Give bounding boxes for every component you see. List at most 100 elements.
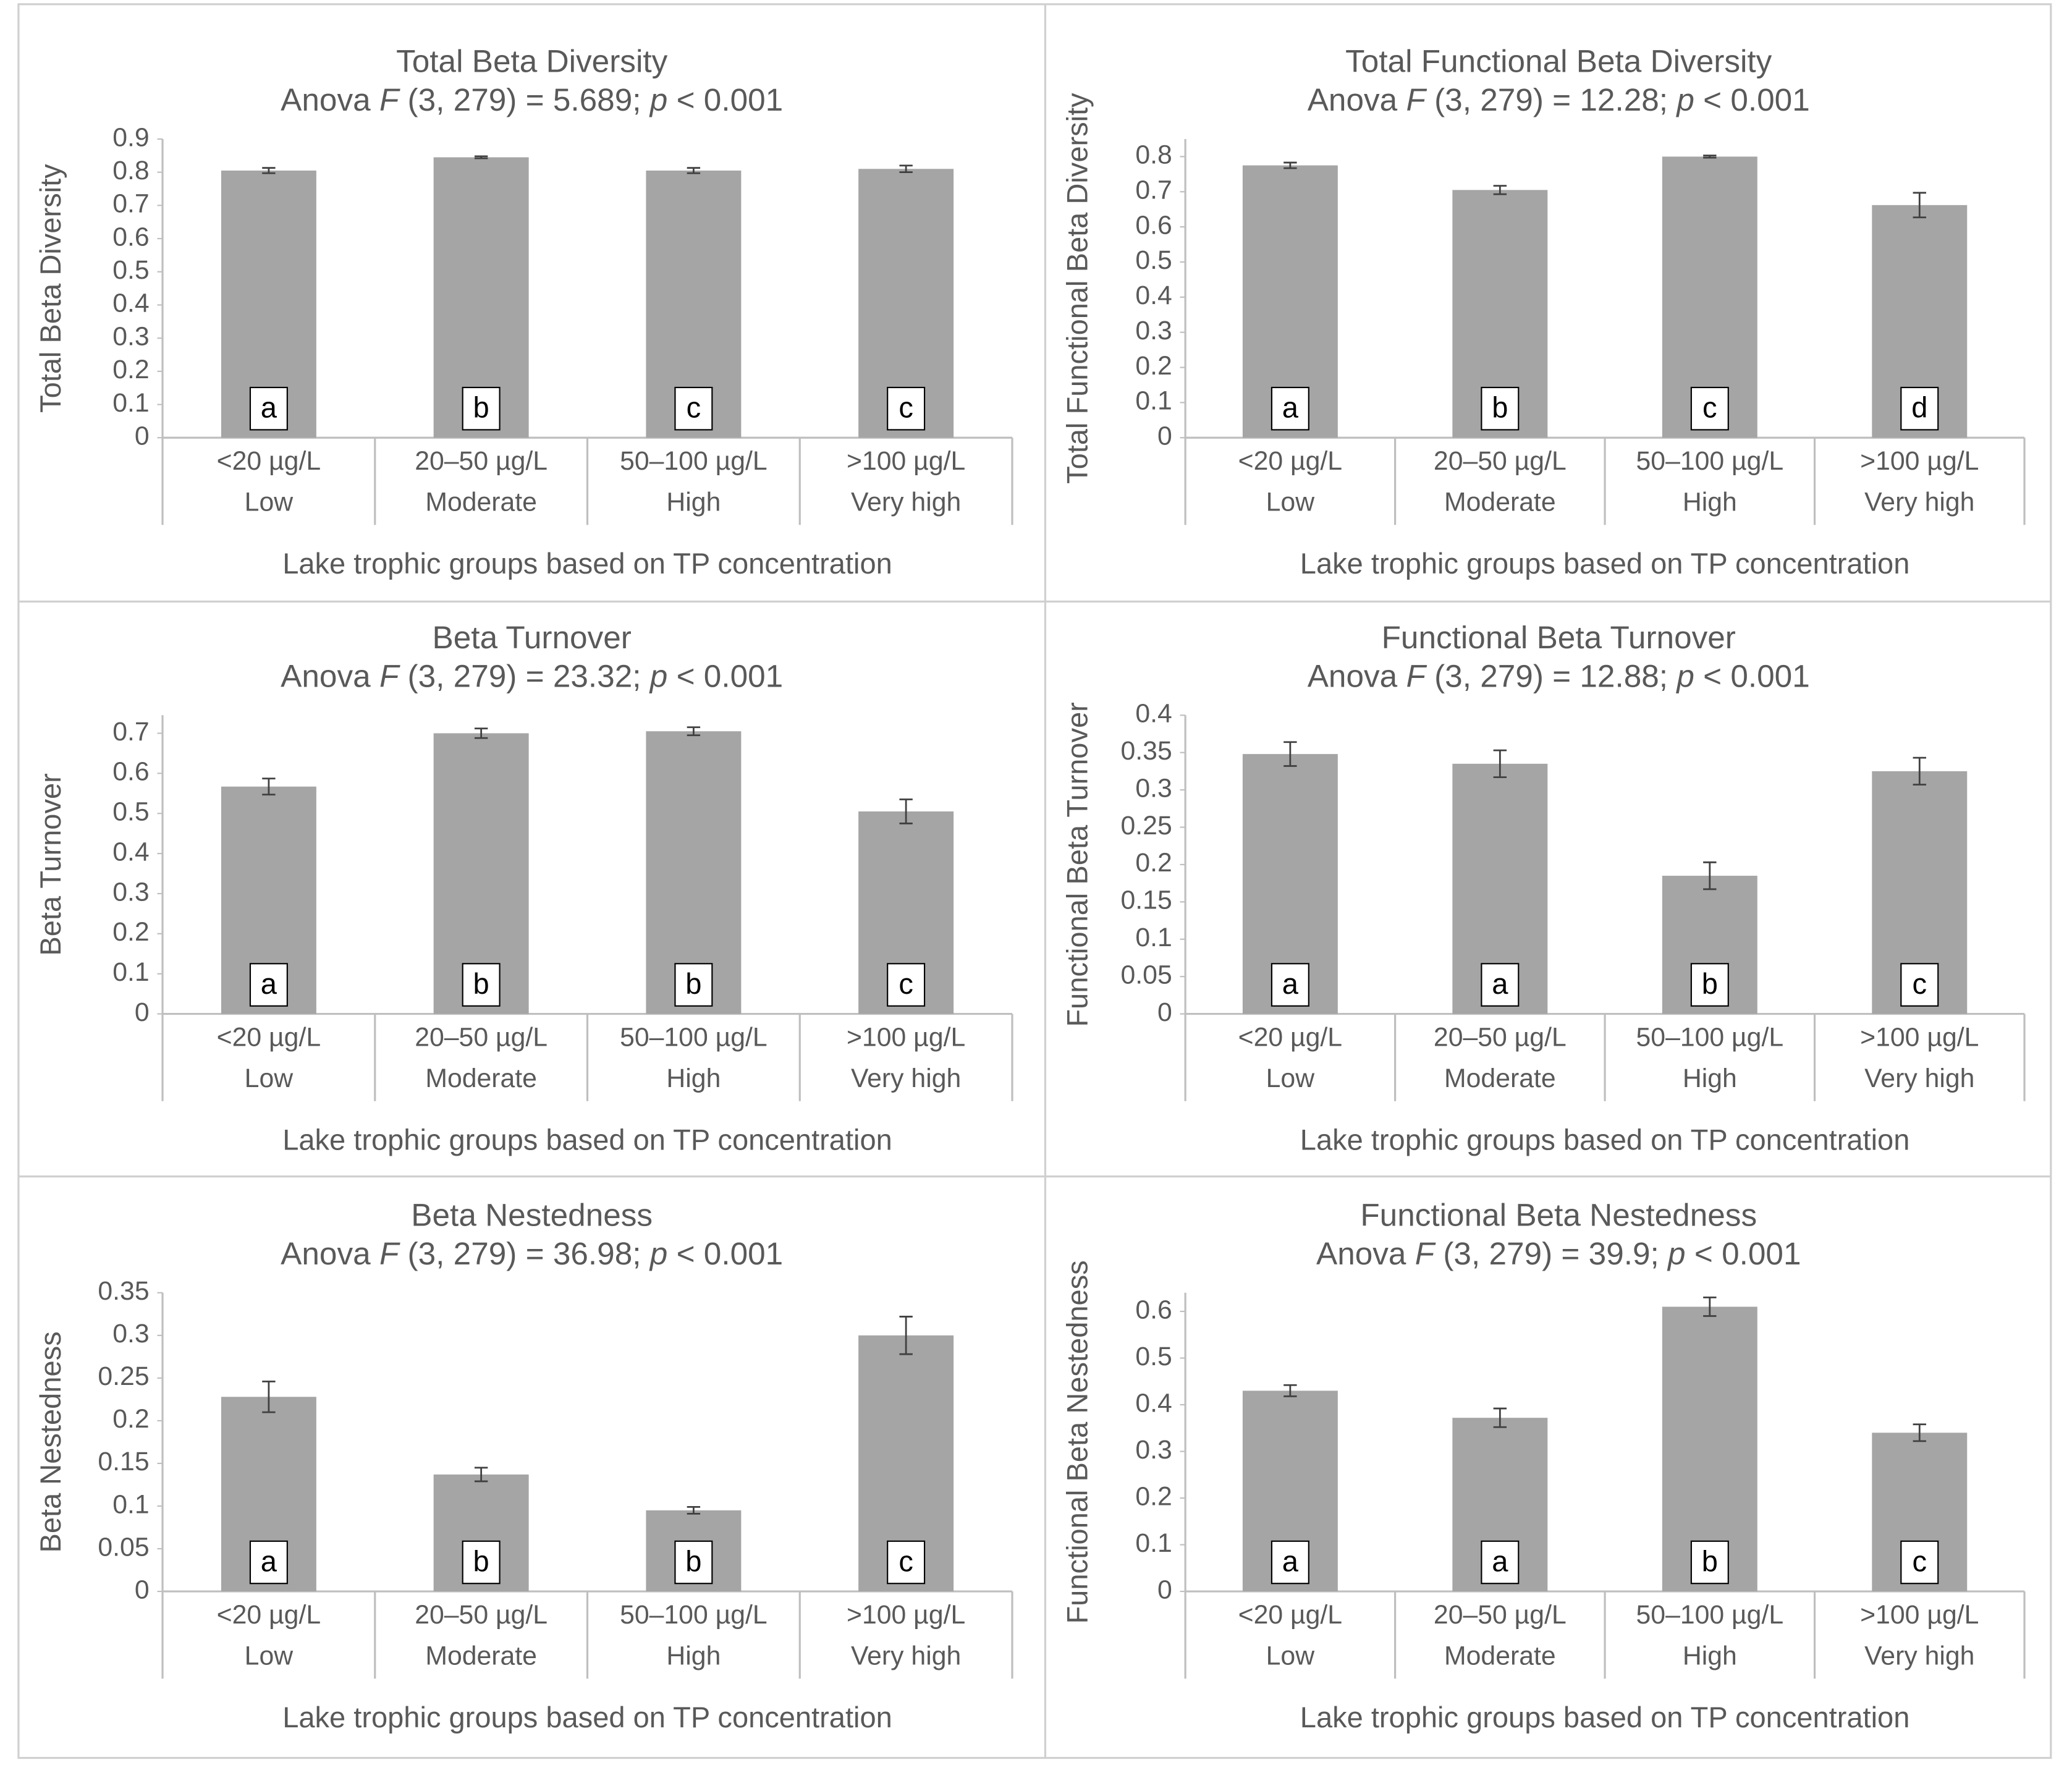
x-tick-label: <20 µg/L [1238, 446, 1342, 476]
x-tick-label: Very high [1864, 487, 1974, 517]
y-tick-label: 0.2 [1135, 1481, 1172, 1511]
error-bar [1703, 155, 1717, 159]
group-label: b [473, 1545, 489, 1578]
error-bar [1283, 1384, 1297, 1397]
x-tick-label: Moderate [1444, 1064, 1556, 1093]
x-tick-label: Very high [851, 487, 961, 517]
group-label-box [674, 386, 713, 431]
y-tick-label: 0.25 [98, 1361, 149, 1391]
y-tick-label: 0.1 [1135, 1528, 1172, 1558]
x-tick-label: >100 µg/L [847, 1023, 965, 1052]
error-bar [1283, 161, 1297, 169]
x-tick-label: 50–100 µg/L [620, 1600, 767, 1630]
chart-title: Functional Beta Turnover [1382, 620, 1736, 655]
y-tick-label: 0.15 [98, 1447, 149, 1476]
error-bar [899, 1316, 913, 1355]
x-tick-label: <20 µg/L [217, 446, 321, 476]
x-tick-label: Very high [1864, 1064, 1974, 1093]
group-label-box [249, 386, 288, 431]
group-label: a [261, 1545, 277, 1578]
x-axis-label: Lake trophic groups based on TP concentr… [282, 1701, 892, 1734]
group-label-box [1690, 386, 1729, 431]
y-tick-label: 0.6 [112, 757, 149, 787]
group-label: b [1702, 1545, 1718, 1578]
y-tick-label: 0 [1157, 1575, 1172, 1604]
chart-title: Beta Nestedness [411, 1197, 653, 1232]
error-bar [1703, 861, 1717, 891]
error-bar [1913, 192, 1926, 219]
y-tick-label: 0.1 [1135, 386, 1172, 416]
group-label: c [1913, 1545, 1927, 1578]
y-tick-label: 0.8 [112, 156, 149, 185]
group-label-box [1271, 963, 1309, 1007]
group-label: a [261, 391, 277, 424]
y-tick-label: 0 [135, 1575, 150, 1604]
y-tick-label: 0.8 [1135, 140, 1172, 170]
error-bar [899, 798, 913, 824]
x-axis-label: Lake trophic groups based on TP concentr… [282, 1123, 892, 1156]
y-tick-label: 0.2 [112, 355, 149, 384]
group-label: d [1911, 391, 1927, 424]
y-tick-label: 0.3 [112, 321, 149, 351]
y-tick-label: 0.05 [1121, 960, 1172, 989]
x-tick-label: High [1683, 1641, 1737, 1670]
x-tick-label: High [666, 487, 721, 517]
chart-subtitle: Anova F (3, 279) = 23.32; p < 0.001 [281, 658, 783, 693]
group-label-box [462, 963, 501, 1007]
error-bar [1913, 1423, 1926, 1442]
x-tick-label: 50–100 µg/L [1636, 1600, 1784, 1630]
x-tick-label: Low [245, 487, 294, 517]
group-label-box [674, 1540, 713, 1585]
x-tick-label: Very high [851, 1064, 961, 1093]
y-axis-label: Functional Beta Nestedness [1060, 1260, 1093, 1623]
group-label: b [685, 967, 701, 1000]
x-axis-label: Lake trophic groups based on TP concentr… [1300, 547, 1910, 580]
group-label: a [261, 967, 277, 1000]
y-tick-label: 0 [1157, 421, 1172, 451]
group-label: c [899, 1545, 913, 1578]
x-tick-label: Very high [1864, 1641, 1974, 1670]
group-label-box [887, 386, 926, 431]
x-tick-label: >100 µg/L [1860, 446, 1979, 476]
x-tick-label: >100 µg/L [1860, 1023, 1979, 1052]
group-label: b [685, 1545, 701, 1578]
group-label: a [1282, 391, 1299, 424]
x-tick-label: 50–100 µg/L [620, 446, 767, 476]
group-label-box [249, 963, 288, 1007]
x-axis-label: Lake trophic groups based on TP concentr… [282, 547, 892, 580]
group-label-box [1690, 963, 1729, 1007]
x-axis-label: Lake trophic groups based on TP concentr… [1300, 1701, 1910, 1734]
y-tick-label: 0.7 [112, 717, 149, 747]
group-label: c [1702, 391, 1717, 424]
group-label: b [1492, 391, 1508, 424]
y-tick-label: 0 [135, 421, 150, 451]
group-label-box [1900, 386, 1939, 431]
x-tick-label: High [1683, 1064, 1737, 1093]
y-axis-label: Total Beta Diversity [34, 164, 67, 413]
y-tick-label: 0.4 [112, 837, 149, 866]
y-tick-label: 0.1 [112, 388, 149, 418]
y-tick-label: 0.4 [1135, 699, 1172, 729]
y-axis-label: Functional Beta Turnover [1060, 702, 1093, 1027]
x-tick-label: <20 µg/L [1238, 1023, 1342, 1052]
group-label-box [1690, 1540, 1729, 1585]
x-axis-label: Lake trophic groups based on TP concentr… [1300, 1123, 1910, 1156]
y-tick-label: 0.2 [112, 1404, 149, 1434]
error-bar [262, 777, 276, 796]
error-bar [899, 164, 913, 174]
chart-subtitle: Anova F (3, 279) = 12.28; p < 0.001 [1308, 82, 1810, 117]
x-tick-label: <20 µg/L [217, 1023, 321, 1052]
group-label: c [687, 391, 701, 424]
x-tick-label: 20–50 µg/L [1434, 446, 1567, 476]
y-tick-label: 0.5 [1135, 245, 1172, 275]
x-tick-label: Moderate [425, 487, 537, 517]
chart-title: Beta Turnover [433, 620, 632, 655]
y-tick-label: 0.1 [1135, 923, 1172, 952]
chart-subtitle: Anova F (3, 279) = 5.689; p < 0.001 [281, 82, 783, 117]
y-tick-label: 0.3 [1135, 316, 1172, 345]
group-label: a [1492, 1545, 1508, 1578]
x-tick-label: >100 µg/L [847, 1600, 965, 1630]
error-bar [1493, 185, 1507, 195]
y-tick-label: 0.1 [112, 1489, 149, 1519]
